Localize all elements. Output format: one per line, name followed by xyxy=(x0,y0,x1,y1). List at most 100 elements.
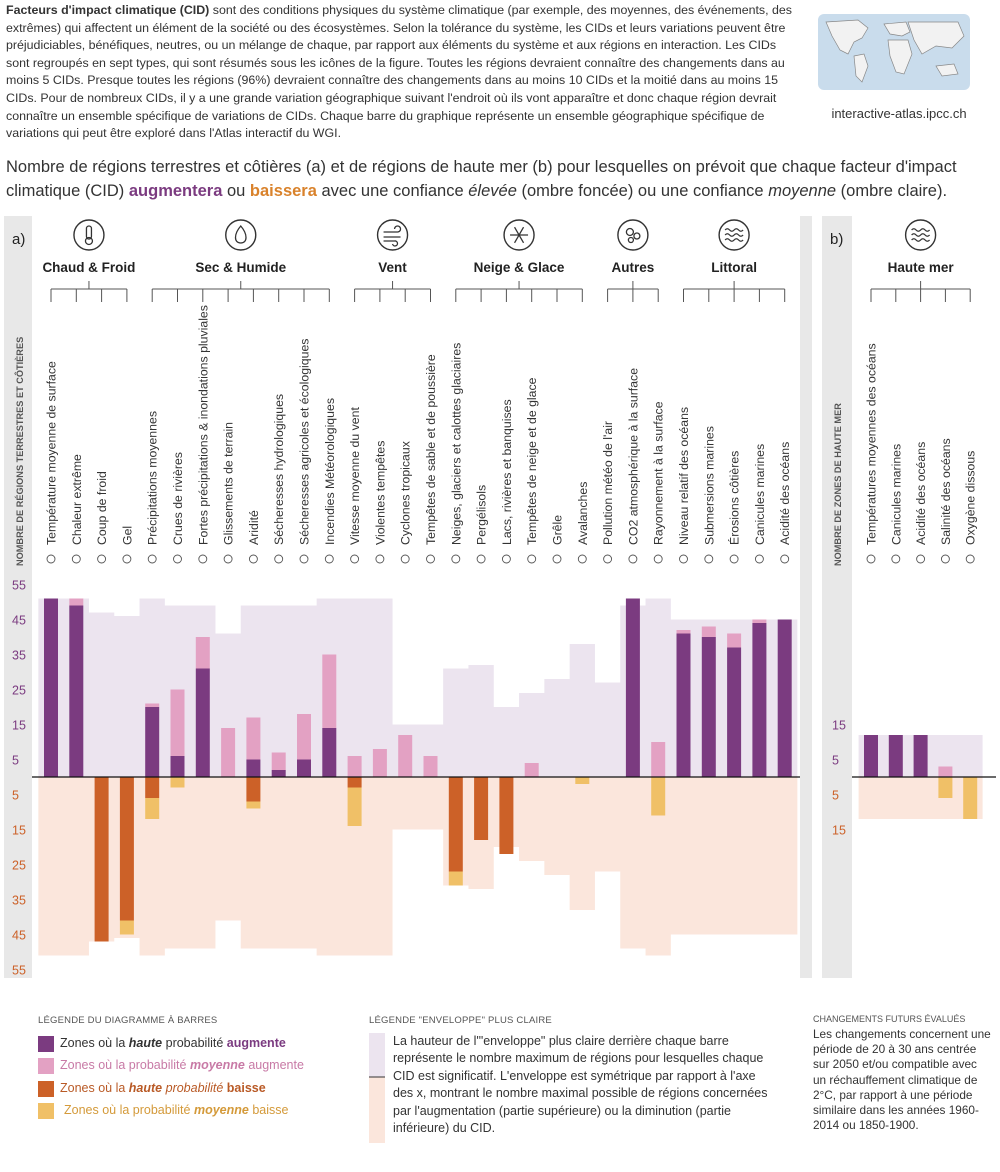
y-tick-label: 55 xyxy=(12,579,26,593)
category-label: Gel xyxy=(120,526,134,545)
envelope-legend-swatch xyxy=(369,1033,385,1143)
category-marker xyxy=(198,554,208,564)
y-tick-label: 15 xyxy=(832,719,846,733)
category-marker xyxy=(426,554,435,564)
bar-high-increase xyxy=(864,735,878,777)
waves-icon-part xyxy=(724,233,744,237)
category-label: Vitesse moyenne du vent xyxy=(348,407,362,545)
subtitle-part4: (ombre foncée) ou une confiance xyxy=(516,182,769,200)
group-name: Sec & Humide xyxy=(195,260,286,275)
chart-subtitle: Nombre de régions terrestres et côtières… xyxy=(6,155,986,203)
y-axis-label: NOMBRE DE RÉGIONS TERRESTRES ET CÔTIÈRES xyxy=(14,337,25,566)
intro-bold: Facteurs d'impact climatique (CID) xyxy=(6,3,210,17)
bar-high-increase xyxy=(246,759,261,777)
bar-high-increase xyxy=(195,668,210,777)
bar-high-increase xyxy=(625,598,640,777)
world-map-icon[interactable] xyxy=(818,14,970,90)
category-marker xyxy=(965,554,975,564)
bar-medium-increase xyxy=(676,630,691,634)
intro-paragraph: Facteurs d'impact climatique (CID) sont … xyxy=(6,2,796,143)
category-marker xyxy=(501,554,511,564)
y-tick-label: 25 xyxy=(12,859,26,873)
group-name: Chaud & Froid xyxy=(42,260,135,275)
category-marker xyxy=(552,554,562,564)
wind-icon-part xyxy=(383,240,399,247)
category-marker xyxy=(679,554,688,564)
category-label: Rayonnement à la surface xyxy=(652,401,666,545)
legend-swatch-medium-increase xyxy=(38,1058,54,1074)
category-label: Tempêtes de neige et de glace xyxy=(525,377,539,545)
legend-swatch-high-decrease xyxy=(38,1081,54,1097)
category-marker xyxy=(46,554,56,564)
bar-high-decrease xyxy=(246,777,261,802)
bar-medium-decrease xyxy=(347,787,362,826)
bar-high-increase xyxy=(170,756,185,777)
category-label: Sécheresses agricoles et écologiques xyxy=(298,339,312,545)
y-tick-label: 35 xyxy=(12,649,26,663)
bar-high-decrease xyxy=(347,777,362,788)
bar-high-increase xyxy=(676,633,691,777)
category-label: Salinité des océans xyxy=(939,438,953,545)
y-tick-label: 5 xyxy=(12,754,19,768)
y-tick-label: 15 xyxy=(12,719,26,733)
group-name: Autres xyxy=(612,260,655,275)
category-label: Érosions côtières xyxy=(727,451,742,545)
category-label: Acidité des océans xyxy=(778,442,792,545)
cid-bar-chart: a) NOMBRE DE RÉGIONS TERRESTRES ET CÔTIÈR… xyxy=(4,216,996,978)
plot-area xyxy=(852,216,996,978)
category-label: Grêle xyxy=(551,515,565,545)
category-marker xyxy=(891,554,901,564)
bar-medium-increase xyxy=(246,717,261,760)
thermometer-icon-part xyxy=(84,236,94,246)
bar-high-increase xyxy=(322,728,337,777)
y-tick-label: 45 xyxy=(12,929,26,943)
bar-medium-increase xyxy=(347,756,362,777)
bar-high-increase xyxy=(145,707,160,777)
bar-medium-increase xyxy=(701,626,716,637)
bar-medium-increase xyxy=(145,703,160,707)
thermometer-icon xyxy=(73,219,105,251)
category-label: Chaleur extrême xyxy=(70,454,84,545)
category-label: Températures moyennes des océans xyxy=(865,343,879,545)
category-label: Aridité xyxy=(247,510,261,545)
bar-medium-decrease xyxy=(938,777,953,798)
bar-medium-increase xyxy=(372,749,387,777)
bar-high-increase xyxy=(271,770,286,777)
bar-medium-decrease xyxy=(246,801,261,809)
category-label: Tempêtes de sable et de poussière xyxy=(424,354,438,545)
category-marker xyxy=(628,554,638,564)
bar-medium-increase xyxy=(271,752,286,770)
y-tick-label: 5 xyxy=(832,754,839,768)
category-marker xyxy=(173,554,182,564)
category-marker xyxy=(324,554,334,564)
category-marker xyxy=(274,554,284,564)
category-marker xyxy=(350,554,360,564)
bar-high-increase xyxy=(44,598,58,777)
category-marker xyxy=(653,554,663,564)
category-marker xyxy=(248,554,258,564)
category-marker xyxy=(299,554,309,564)
category-marker xyxy=(451,554,461,564)
category-label: Neiges, glaciers et calottes glaciaires xyxy=(449,343,463,545)
thermometer-icon-part xyxy=(85,225,93,240)
bar-high-decrease xyxy=(145,777,160,798)
category-marker xyxy=(866,554,876,564)
atlas-link[interactable]: interactive-atlas.ipcc.ch xyxy=(831,106,967,121)
panel-label: a) xyxy=(12,231,25,248)
group-name: Vent xyxy=(378,260,407,275)
category-marker xyxy=(780,554,790,564)
bar-medium-decrease xyxy=(651,777,666,816)
bar-high-decrease xyxy=(499,777,514,854)
subtitle-part1: Nombre de régions terrestres et côtières… xyxy=(6,158,957,200)
category-label: Submersions marines xyxy=(702,426,716,545)
category-label: Acidité des océans xyxy=(914,442,928,545)
bar-high-decrease xyxy=(119,777,134,921)
particles-icon-part xyxy=(625,227,635,237)
subtitle-increase: augmentera xyxy=(128,182,223,200)
envelope-decrease xyxy=(38,777,798,956)
legend-item-high-increase: Zones où la haute probabilité augmente xyxy=(60,1036,286,1050)
category-label: Pergélisols xyxy=(475,485,489,545)
category-label: Fortes précipitations & inondations pluv… xyxy=(196,305,210,545)
category-label: Coup de froid xyxy=(95,471,109,545)
wind-icon-part xyxy=(383,225,402,233)
